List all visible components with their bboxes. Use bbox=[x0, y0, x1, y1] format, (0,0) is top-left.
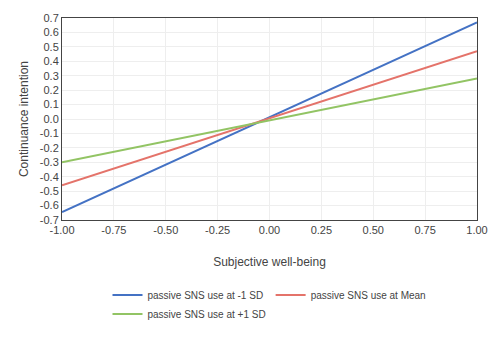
svg-text:0.4: 0.4 bbox=[44, 55, 59, 67]
svg-text:-0.5: -0.5 bbox=[40, 185, 59, 197]
svg-text:Continuance intention: Continuance intention bbox=[17, 61, 31, 177]
svg-text:0.00: 0.00 bbox=[259, 224, 280, 236]
svg-text:0.50: 0.50 bbox=[363, 224, 384, 236]
svg-text:-0.6: -0.6 bbox=[40, 199, 59, 211]
svg-text:0.7: 0.7 bbox=[44, 12, 59, 24]
svg-text:0.75: 0.75 bbox=[414, 224, 435, 236]
svg-text:-0.25: -0.25 bbox=[205, 224, 230, 236]
svg-text:-0.3: -0.3 bbox=[40, 156, 59, 168]
svg-text:1.00: 1.00 bbox=[466, 224, 487, 236]
svg-text:-0.75: -0.75 bbox=[101, 224, 126, 236]
svg-text:0.5: 0.5 bbox=[44, 41, 59, 53]
svg-text:0.6: 0.6 bbox=[44, 26, 59, 38]
svg-text:0.2: 0.2 bbox=[44, 84, 59, 96]
svg-text:0.3: 0.3 bbox=[44, 70, 59, 82]
svg-text:passive SNS use at -1 SD: passive SNS use at -1 SD bbox=[148, 290, 264, 301]
svg-text:-1.00: -1.00 bbox=[49, 224, 74, 236]
svg-text:-0.50: -0.50 bbox=[153, 224, 178, 236]
svg-text:Subjective well-being: Subjective well-being bbox=[213, 255, 326, 269]
svg-text:passive SNS use at Mean: passive SNS use at Mean bbox=[311, 290, 426, 301]
svg-text:-0.4: -0.4 bbox=[40, 171, 59, 183]
svg-text:-0.7: -0.7 bbox=[40, 214, 59, 226]
svg-text:0.1: 0.1 bbox=[44, 98, 59, 110]
svg-text:0.25: 0.25 bbox=[311, 224, 332, 236]
svg-text:passive SNS use at +1 SD: passive SNS use at +1 SD bbox=[148, 309, 266, 320]
svg-text:-0.1: -0.1 bbox=[40, 127, 59, 139]
svg-text:-0.2: -0.2 bbox=[40, 142, 59, 154]
svg-text:0.0: 0.0 bbox=[44, 113, 59, 125]
